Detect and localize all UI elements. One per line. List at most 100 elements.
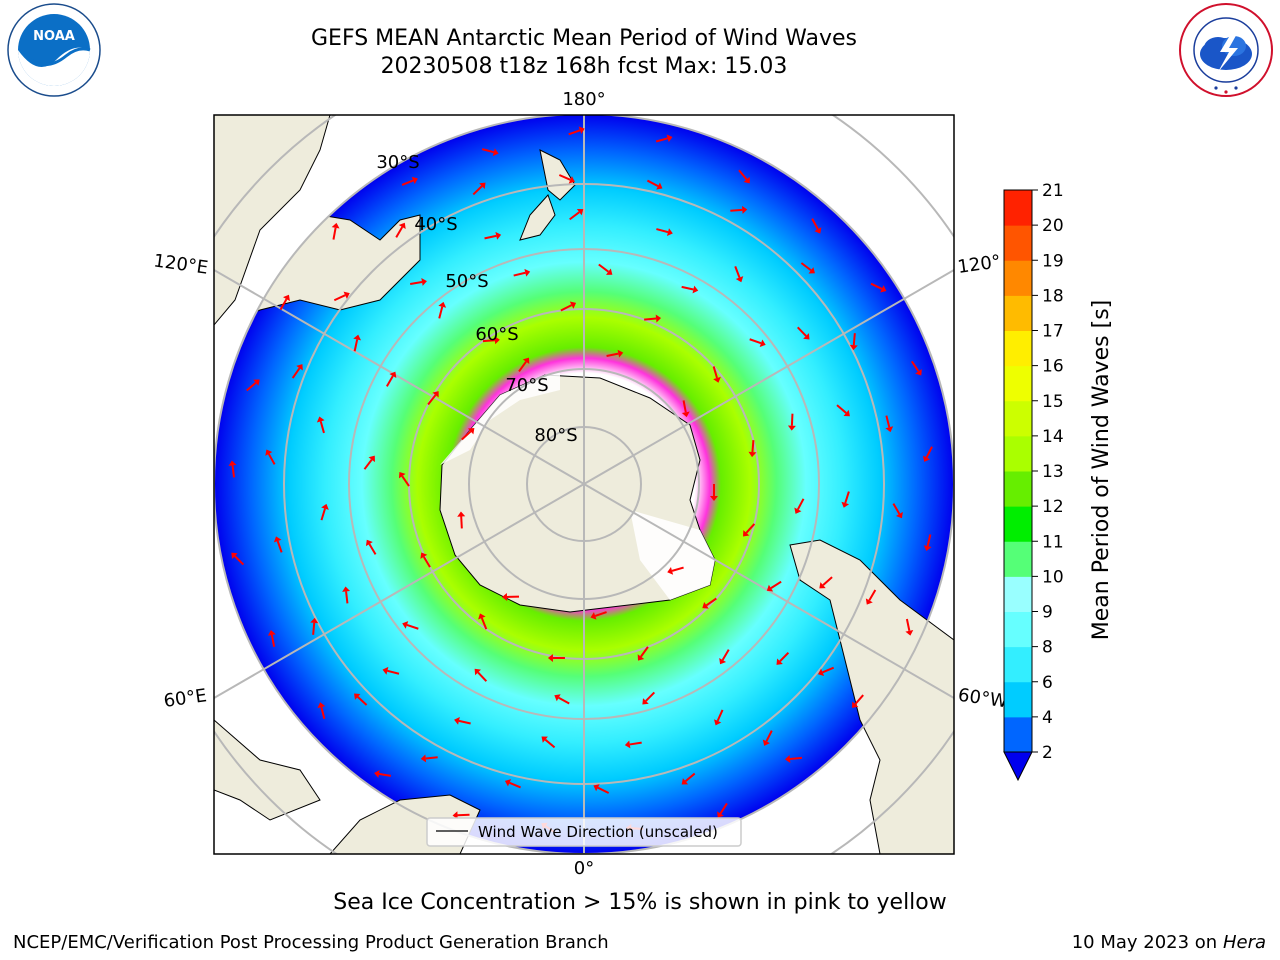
map-legend: Wind Wave Direction (unscaled) <box>426 817 742 847</box>
wind-vector-shaft <box>569 211 580 221</box>
lat-label-40s: 40°S <box>414 214 457 235</box>
wind-vector-shaft <box>406 623 419 630</box>
wind-vector-shaft <box>738 169 748 181</box>
wind-vector-head <box>710 496 718 501</box>
wind-vector-head <box>554 694 561 702</box>
wind-vector-shaft <box>558 174 571 181</box>
colorbar-tick-label: 19 <box>1042 251 1064 271</box>
wind-vector-shaft <box>319 421 325 434</box>
colorbar-tick-label: 14 <box>1042 427 1064 447</box>
colorbar: 2 4 6 8 9 10 11 12 13 14 15 16 17 18 19 20 21 Mean Perio… <box>1003 181 1114 782</box>
wind-vector-shaft <box>427 394 437 406</box>
wind-vector-shaft <box>789 756 803 760</box>
colorbar-tick-label: 11 <box>1042 532 1064 552</box>
wind-vector-shaft <box>644 317 657 321</box>
wind-vector-shaft <box>395 226 404 238</box>
wind-vector-shaft <box>640 646 649 658</box>
wind-vector-head <box>283 294 290 302</box>
colorbar-blocks <box>1003 189 1033 782</box>
wind-vector-head <box>593 784 600 792</box>
colorbar-tick-label: 18 <box>1042 286 1064 306</box>
wind-vector-shaft <box>765 730 773 742</box>
wind-vector-head <box>432 391 439 398</box>
wind-vector-head <box>273 536 282 543</box>
wind-vector-head <box>922 455 931 462</box>
wind-vector-shaft <box>730 208 743 212</box>
wind-vector-shaft <box>712 366 718 379</box>
wind-vector-shaft <box>870 282 883 290</box>
wind-vector-shaft <box>719 802 728 815</box>
wind-vector-head <box>656 182 663 190</box>
wind-vector-head <box>478 613 486 620</box>
wind-vector-head <box>748 451 757 458</box>
wind-vector-head <box>454 716 460 725</box>
wind-vector-head <box>296 364 303 371</box>
wind-vector-shaft <box>401 179 414 186</box>
wind-vector-head <box>504 779 512 787</box>
wind-vector-shaft <box>422 556 431 568</box>
wind-vector-head <box>766 584 774 592</box>
wind-vector-head <box>457 511 466 517</box>
wind-vector-head <box>667 567 674 575</box>
wind-vector-head <box>787 425 796 431</box>
wind-vector-shaft <box>645 691 656 702</box>
wind-vector-head <box>265 449 273 456</box>
wind-vector-head <box>398 222 406 230</box>
wind-vector-head <box>228 460 237 466</box>
colorbar-block <box>1004 365 1032 402</box>
wind-vector-shaft <box>646 179 659 187</box>
wind-vector-shaft <box>401 475 410 487</box>
wind-vector-shaft <box>745 523 756 534</box>
wind-vector-head <box>590 612 597 620</box>
wind-vector-head <box>267 630 276 636</box>
wind-vector-head <box>762 739 770 746</box>
wind-vector-shaft <box>885 415 891 428</box>
wind-vector-shaft <box>276 540 283 553</box>
wind-vector-head <box>321 503 329 510</box>
wind-vector-head <box>743 176 750 184</box>
lat-label-70s: 70°S <box>505 375 548 396</box>
wind-vector-head <box>681 411 690 418</box>
wind-vector-head <box>569 301 577 309</box>
wind-vector-shaft <box>234 555 245 566</box>
colorbar-ticks: 2 4 6 8 9 10 11 12 13 14 15 16 17 18 19 20 21 <box>1032 181 1064 763</box>
wind-vector-shaft <box>682 400 687 413</box>
colorbar-under-triangle <box>1003 751 1033 782</box>
wind-vector-head <box>841 501 850 508</box>
wind-vector-head <box>617 349 624 358</box>
wind-vector-shaft <box>655 137 668 143</box>
wind-vector-shaft <box>770 580 782 589</box>
wind-vector-shaft <box>480 617 488 630</box>
wind-vector-shaft <box>749 338 762 345</box>
wind-vector-head <box>467 428 475 435</box>
wind-vector-head <box>382 666 389 675</box>
colorbar-block <box>1004 716 1032 753</box>
wind-vector-shaft <box>345 591 349 604</box>
wind-vector-head <box>666 134 673 143</box>
wind-vector-head <box>624 740 631 749</box>
wind-vector-shaft <box>387 669 400 675</box>
lon-label-120e: 120°E <box>152 250 209 278</box>
wind-vector-head <box>637 654 645 661</box>
wind-vector-shaft <box>797 498 805 510</box>
colorbar-tick-label: 17 <box>1042 322 1064 342</box>
colorbar-block <box>1004 330 1032 367</box>
wind-vector-head <box>420 754 427 763</box>
wind-vector-shaft <box>721 649 730 661</box>
wind-vector-shaft <box>363 459 373 470</box>
wind-vector-head <box>354 693 361 700</box>
wind-vector-shaft <box>598 263 609 273</box>
wind-vector-shaft <box>425 756 438 760</box>
wind-vector-shaft <box>796 326 807 337</box>
ice-shelf-east <box>440 372 560 465</box>
wind-vector-shaft <box>734 266 741 278</box>
colorbar-block <box>1004 400 1032 437</box>
wind-vector-shaft <box>368 543 377 555</box>
wind-vector-head <box>353 334 362 341</box>
wind-vector-head <box>905 629 914 636</box>
lat-label-50s: 50°S <box>445 271 488 292</box>
wind-vector-shaft <box>822 576 833 586</box>
wind-vector-shaft <box>558 696 570 705</box>
wind-vector-shaft <box>509 781 521 789</box>
